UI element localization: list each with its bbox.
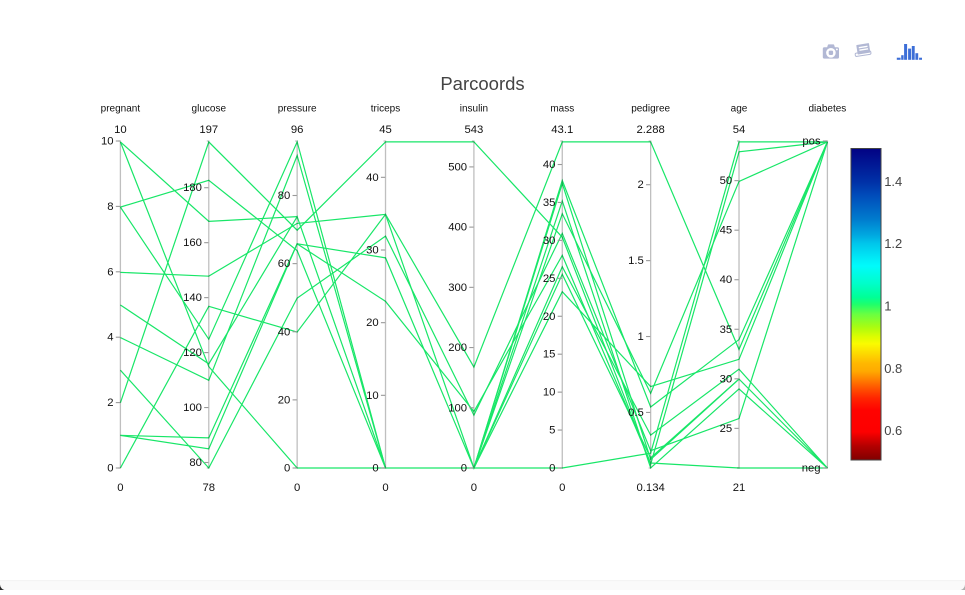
svg-text:triceps: triceps [371,104,400,115]
svg-text:500: 500 [448,161,467,173]
svg-text:100: 100 [183,402,202,414]
svg-text:0.5: 0.5 [628,407,644,419]
svg-text:0: 0 [471,482,477,494]
svg-text:8: 8 [107,201,113,213]
svg-text:4: 4 [107,332,113,344]
svg-text:0.8: 0.8 [884,361,902,376]
svg-text:0: 0 [461,463,467,475]
svg-text:pregnant: pregnant [101,104,141,115]
svg-text:200: 200 [448,342,467,354]
svg-text:40: 40 [278,326,291,338]
svg-text:5: 5 [549,425,555,437]
svg-text:Parcoords: Parcoords [440,73,524,94]
svg-text:140: 140 [183,292,202,304]
svg-text:1.2: 1.2 [884,236,902,251]
svg-text:120: 120 [183,347,202,359]
svg-text:400: 400 [448,222,467,234]
svg-text:0: 0 [559,482,565,494]
svg-text:15: 15 [543,349,556,361]
svg-text:54: 54 [733,124,746,136]
svg-text:78: 78 [202,482,215,494]
svg-text:30: 30 [366,245,379,257]
svg-text:1.4: 1.4 [884,174,902,189]
svg-text:60: 60 [278,258,291,270]
svg-text:20: 20 [366,317,379,329]
svg-text:100: 100 [448,402,467,414]
svg-text:35: 35 [543,197,556,209]
svg-text:45: 45 [720,225,733,237]
svg-text:mass: mass [550,104,574,115]
svg-text:1: 1 [884,298,891,313]
svg-text:30: 30 [543,235,556,247]
svg-text:25: 25 [543,273,556,285]
svg-text:96: 96 [291,124,304,136]
svg-text:300: 300 [448,282,467,294]
svg-text:180: 180 [183,182,202,194]
svg-text:0: 0 [372,463,378,475]
svg-text:pressure: pressure [278,104,317,115]
svg-text:80: 80 [189,457,202,469]
svg-text:2.288: 2.288 [637,124,665,136]
svg-text:20: 20 [543,311,556,323]
svg-text:543: 543 [464,124,483,136]
svg-text:40: 40 [720,274,733,286]
svg-text:pos: pos [802,136,821,148]
svg-text:50: 50 [720,175,733,187]
svg-text:10: 10 [101,136,114,148]
svg-text:197: 197 [199,124,218,136]
svg-text:neg: neg [802,463,821,475]
svg-text:0: 0 [107,463,113,475]
svg-text:2: 2 [107,397,113,409]
svg-text:43.1: 43.1 [551,124,573,136]
svg-text:10: 10 [114,124,127,136]
svg-text:0: 0 [294,482,300,494]
svg-text:age: age [731,104,748,115]
svg-text:diabetes: diabetes [808,104,846,115]
svg-text:21: 21 [733,482,746,494]
svg-text:30: 30 [720,373,733,385]
svg-text:20: 20 [278,394,291,406]
svg-text:10: 10 [543,387,556,399]
svg-text:160: 160 [183,237,202,249]
svg-text:6: 6 [107,266,113,278]
svg-text:0: 0 [549,463,555,475]
svg-text:80: 80 [278,190,291,202]
svg-text:35: 35 [720,324,733,336]
svg-text:pedigree: pedigree [631,104,670,115]
svg-text:40: 40 [543,159,556,171]
svg-text:1.5: 1.5 [628,255,644,267]
svg-text:2: 2 [638,179,644,191]
svg-text:0.6: 0.6 [884,423,902,438]
svg-text:0: 0 [382,482,388,494]
svg-text:0: 0 [117,482,123,494]
svg-text:0: 0 [284,463,290,475]
svg-text:insulin: insulin [460,104,488,115]
svg-text:25: 25 [720,423,733,435]
svg-text:0.134: 0.134 [637,482,665,494]
svg-text:40: 40 [366,172,379,184]
svg-text:1: 1 [638,331,644,343]
svg-text:10: 10 [366,390,379,402]
svg-text:glucose: glucose [192,104,227,115]
svg-text:45: 45 [379,124,392,136]
